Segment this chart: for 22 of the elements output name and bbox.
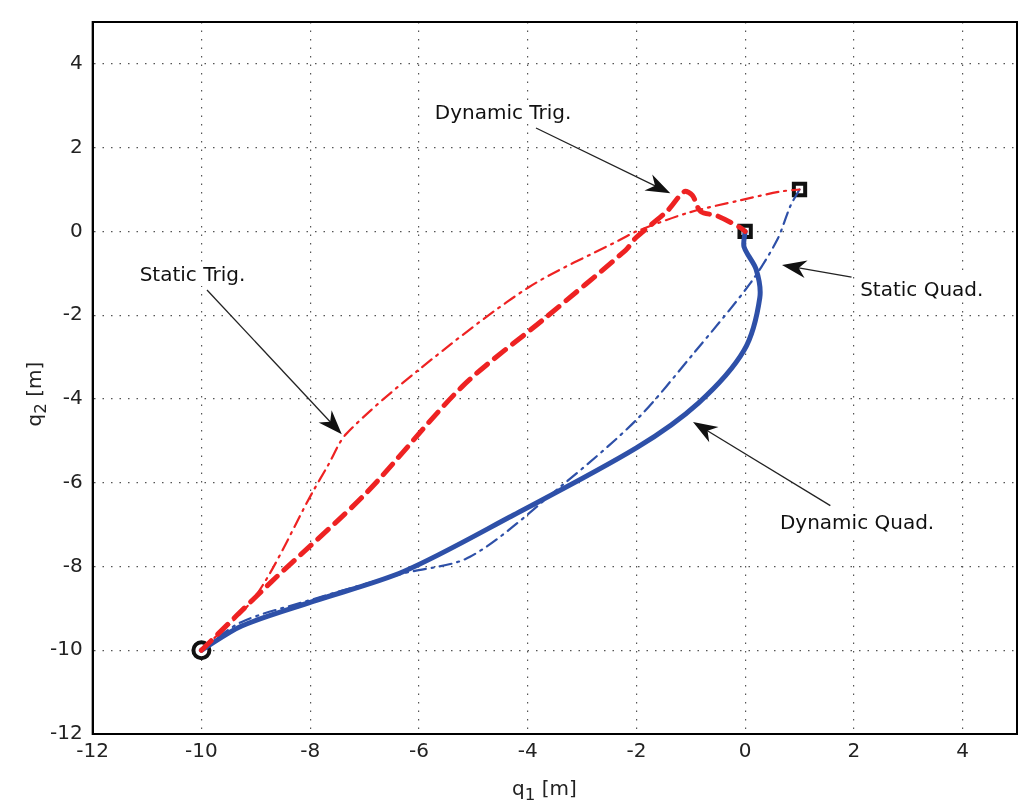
y-tick-label: -8 (62, 552, 83, 577)
x-tick-label: -10 (185, 738, 218, 763)
y-tick-label: -10 (49, 636, 83, 661)
y-tick-label: -2 (62, 301, 83, 326)
annotation: Dynamic Trig. (432, 100, 574, 125)
annotation: Static Quad. (858, 277, 986, 301)
x-tick-label: -4 (517, 738, 538, 763)
y-tick-label: -12 (49, 720, 83, 745)
y-tick-label: 2 (69, 133, 83, 158)
y-tick-label: -4 (62, 385, 83, 410)
x-tick-label: -6 (408, 738, 429, 763)
x-tick-label: -2 (626, 738, 647, 763)
x-tick-label: 2 (847, 738, 861, 763)
y-tick-label: -6 (62, 468, 83, 493)
y-tick-label: 4 (69, 50, 83, 75)
x-tick-label: 0 (738, 738, 752, 763)
annotation: Dynamic Quad. (777, 509, 937, 534)
x-tick-label: 4 (956, 738, 969, 763)
y-tick-label: 0 (69, 217, 83, 242)
annotation: Static Trig. (137, 262, 248, 287)
x-tick-label: -8 (300, 738, 321, 763)
x-axis-title: q$_{1}$ [m] (511, 776, 578, 804)
